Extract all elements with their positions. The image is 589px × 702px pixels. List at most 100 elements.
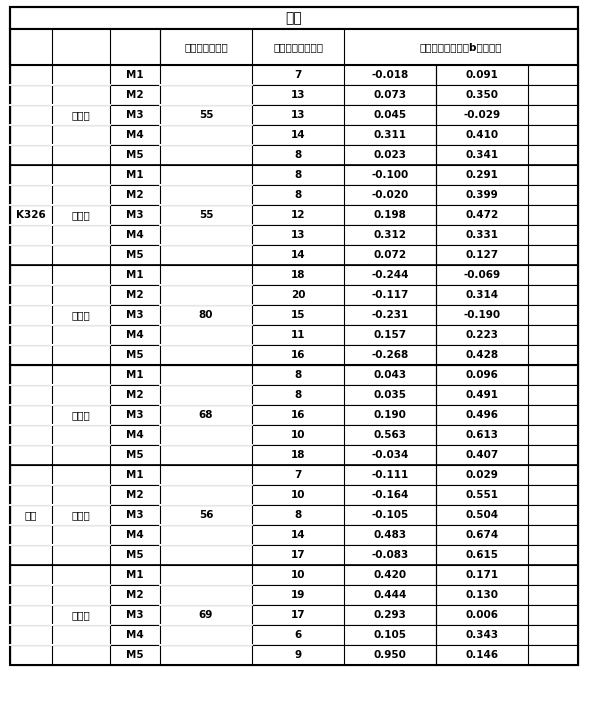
Bar — [10, 545, 578, 565]
Text: -0.268: -0.268 — [372, 350, 409, 360]
Bar — [10, 65, 578, 85]
Bar — [10, 565, 578, 585]
Text: 6: 6 — [294, 630, 302, 640]
Text: 0.504: 0.504 — [465, 510, 498, 520]
Text: 8: 8 — [294, 170, 302, 180]
Text: 13: 13 — [291, 90, 305, 100]
Text: 0.311: 0.311 — [373, 130, 406, 140]
Bar — [10, 625, 578, 645]
Text: 0.091: 0.091 — [465, 70, 498, 80]
Text: 0.444: 0.444 — [373, 590, 406, 600]
Text: 0.096: 0.096 — [465, 370, 498, 380]
Text: 20: 20 — [291, 290, 305, 300]
Text: 19: 19 — [291, 590, 305, 600]
Text: -0.117: -0.117 — [371, 290, 409, 300]
Bar — [10, 345, 578, 365]
Text: 0.198: 0.198 — [373, 210, 406, 220]
Text: 18: 18 — [291, 270, 305, 280]
Text: M1: M1 — [126, 270, 144, 280]
Text: -0.190: -0.190 — [464, 310, 501, 320]
Text: M2: M2 — [126, 190, 144, 200]
Text: 导号: 导号 — [286, 11, 302, 25]
Text: M4: M4 — [126, 630, 144, 640]
Text: 0.293: 0.293 — [373, 610, 406, 620]
Text: 11: 11 — [291, 330, 305, 340]
Text: -0.020: -0.020 — [372, 190, 409, 200]
Bar — [10, 185, 578, 205]
Text: 0.491: 0.491 — [465, 390, 498, 400]
Text: -0.083: -0.083 — [372, 550, 409, 560]
Text: 14: 14 — [291, 530, 305, 540]
Text: 0.043: 0.043 — [373, 370, 406, 380]
Bar — [10, 245, 578, 265]
Text: 0.029: 0.029 — [465, 470, 498, 480]
Text: -0.029: -0.029 — [464, 110, 501, 120]
Text: 8: 8 — [294, 510, 302, 520]
Text: 17: 17 — [291, 550, 305, 560]
Text: M4: M4 — [126, 330, 144, 340]
Text: 0.407: 0.407 — [465, 450, 499, 460]
Text: 8: 8 — [294, 390, 302, 400]
Text: 支持向量总个数: 支持向量总个数 — [184, 42, 228, 52]
Text: -0.111: -0.111 — [372, 470, 409, 480]
Text: 55: 55 — [198, 210, 213, 220]
Text: 上部叶: 上部叶 — [72, 410, 90, 420]
Text: 10: 10 — [291, 570, 305, 580]
Bar — [10, 425, 578, 445]
Bar — [10, 645, 578, 665]
Text: 69: 69 — [199, 610, 213, 620]
Text: 下部叶: 下部叶 — [72, 610, 90, 620]
Text: M2: M2 — [126, 390, 144, 400]
Bar — [10, 405, 578, 425]
Text: -0.244: -0.244 — [371, 270, 409, 280]
Text: M5: M5 — [126, 650, 144, 660]
Text: 10: 10 — [291, 490, 305, 500]
Bar — [10, 105, 578, 125]
Text: 0.045: 0.045 — [373, 110, 406, 120]
Text: M2: M2 — [126, 90, 144, 100]
Text: K326: K326 — [16, 210, 46, 220]
Text: 0.157: 0.157 — [373, 330, 406, 340]
Text: 决策函数中常数项b的相反数: 决策函数中常数项b的相反数 — [420, 42, 502, 52]
Text: 10: 10 — [291, 430, 305, 440]
Bar — [10, 505, 578, 525]
Bar — [10, 265, 578, 285]
Text: 12: 12 — [291, 210, 305, 220]
Text: 0.291: 0.291 — [465, 170, 498, 180]
Text: 8: 8 — [294, 190, 302, 200]
Text: 0.674: 0.674 — [465, 530, 499, 540]
Text: -0.069: -0.069 — [464, 270, 501, 280]
Text: 每类支持向量个数: 每类支持向量个数 — [273, 42, 323, 52]
Text: 中部叶: 中部叶 — [72, 510, 90, 520]
Text: -0.231: -0.231 — [372, 310, 409, 320]
Bar — [10, 7, 578, 29]
Text: M2: M2 — [126, 290, 144, 300]
Text: M1: M1 — [126, 170, 144, 180]
Text: -0.100: -0.100 — [372, 170, 409, 180]
Text: 0.146: 0.146 — [465, 650, 498, 660]
Text: 红大: 红大 — [25, 510, 37, 520]
Text: 下部叶: 下部叶 — [72, 310, 90, 320]
Text: 0.331: 0.331 — [465, 230, 498, 240]
Text: M1: M1 — [126, 470, 144, 480]
Text: 0.171: 0.171 — [465, 570, 498, 580]
Text: 0.615: 0.615 — [465, 550, 498, 560]
Bar — [10, 325, 578, 345]
Bar — [10, 605, 578, 625]
Text: 0.127: 0.127 — [465, 250, 498, 260]
Text: 0.399: 0.399 — [466, 190, 498, 200]
Text: 上部叶: 上部叶 — [72, 110, 90, 120]
Text: M4: M4 — [126, 530, 144, 540]
Text: 13: 13 — [291, 230, 305, 240]
Text: 0.428: 0.428 — [465, 350, 498, 360]
Text: M3: M3 — [126, 310, 144, 320]
Text: -0.018: -0.018 — [372, 70, 409, 80]
Text: 7: 7 — [294, 70, 302, 80]
Text: 0.190: 0.190 — [373, 410, 406, 420]
Text: M5: M5 — [126, 550, 144, 560]
Text: 0.496: 0.496 — [465, 410, 498, 420]
Text: 0.350: 0.350 — [465, 90, 498, 100]
Bar — [10, 465, 578, 485]
Bar — [10, 585, 578, 605]
Text: 0.073: 0.073 — [373, 90, 406, 100]
